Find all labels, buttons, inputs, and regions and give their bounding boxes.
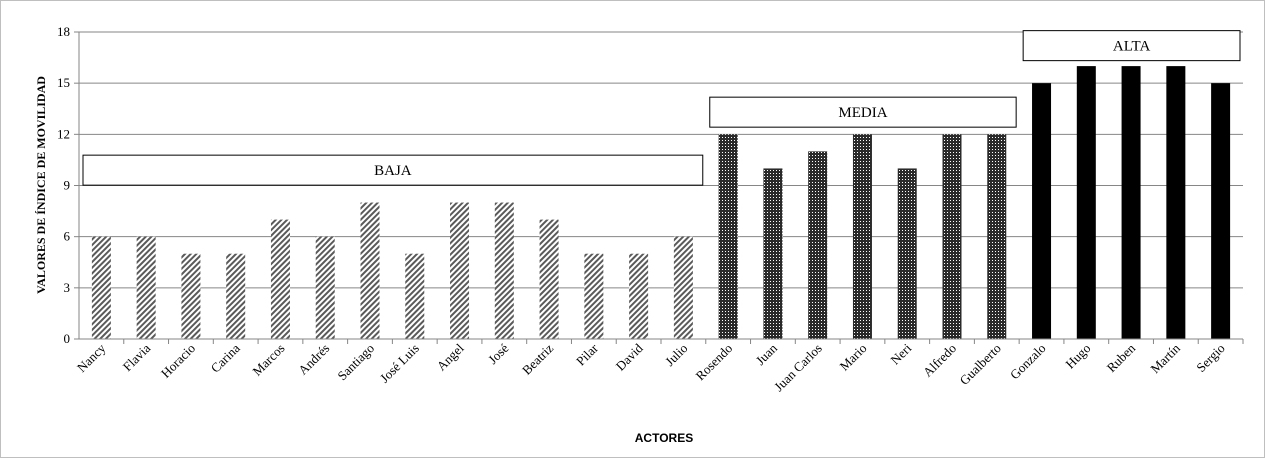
group-box: [709, 96, 1017, 128]
x-tick-label: Flavia: [120, 340, 154, 374]
x-tick-label: Carina: [208, 340, 243, 375]
x-tick-label: Mario: [837, 341, 870, 374]
bar: [852, 134, 872, 339]
bar: [942, 134, 962, 339]
bar: [1032, 83, 1052, 340]
x-tick-label: Andrés: [295, 341, 332, 378]
y-axis-label: VALORES DE ÍNDICE DE MOVILIDAD: [34, 76, 48, 294]
group-label: BAJA: [374, 163, 412, 179]
bar: [1076, 66, 1096, 339]
x-tick-label: Alfredo: [920, 341, 959, 380]
bars: [91, 66, 1231, 340]
bar: [808, 151, 828, 339]
bar: [629, 253, 649, 339]
bar: [360, 202, 380, 339]
bar: [136, 236, 156, 339]
x-tick-label: Hugo: [1062, 341, 1093, 372]
group-box: [1022, 30, 1241, 62]
y-tick-label: 12: [57, 126, 70, 141]
x-tick-label: Nancy: [74, 340, 109, 375]
bar: [450, 202, 470, 339]
x-tick-label: Gonzalo: [1007, 341, 1049, 383]
y-tick-label: 15: [57, 75, 70, 90]
x-tick-label: Martín: [1147, 340, 1183, 376]
x-tick-label: Gualberto: [957, 341, 1004, 388]
x-tick-label: Neri: [887, 340, 914, 367]
x-tick-label: Santiago: [334, 341, 377, 384]
group-label: ALTA: [1113, 39, 1151, 55]
x-tick-label: Rosendo: [692, 341, 735, 384]
y-tick-label: 9: [64, 178, 71, 193]
bar: [226, 253, 246, 339]
bar: [405, 253, 425, 339]
bar: [673, 236, 693, 339]
x-tick-label: Pilar: [573, 340, 601, 368]
x-tick-label: Juan: [753, 340, 781, 368]
x-tick-label: David: [613, 340, 646, 373]
bar: [539, 219, 559, 339]
bar: [718, 134, 738, 339]
y-tick-label: 18: [57, 24, 70, 39]
group-box: [82, 154, 704, 186]
x-tick-label: Marcos: [249, 341, 287, 379]
bar: [270, 219, 290, 339]
axes: 0 3 6 9 12 15 18 Nancy Flavia Horacio Carina Marcos…: [57, 24, 1244, 395]
x-tick-label: Horacio: [158, 341, 198, 381]
group-boxes: BAJA MEDIA ALTA: [82, 30, 1241, 186]
x-tick-label: Beatriz: [519, 340, 556, 377]
bar: [584, 253, 604, 339]
x-axis-label: ACTORES: [635, 431, 693, 445]
bar: [763, 168, 783, 339]
x-tick-label: José Luis: [377, 341, 422, 386]
x-tick-label: Juan Carlos: [771, 341, 825, 395]
bar: [1121, 66, 1141, 339]
x-tick-label: Ruben: [1104, 340, 1139, 375]
y-tick-label: 0: [64, 331, 71, 346]
bar: [1211, 83, 1231, 340]
x-tick-label: José: [485, 340, 512, 367]
x-tick-label: Sergio: [1193, 341, 1227, 375]
group-label: MEDIA: [838, 105, 887, 121]
bar: [181, 253, 201, 339]
x-tick-label: Angel: [434, 340, 467, 373]
y-tick-label: 3: [64, 280, 71, 295]
bar: [91, 236, 111, 339]
bar: [494, 202, 514, 339]
bar: [987, 134, 1007, 339]
bar: [897, 168, 917, 339]
bar: [1166, 66, 1186, 339]
y-tick-label: 6: [64, 229, 71, 244]
x-tick-label: Julio: [662, 341, 690, 369]
bar: [315, 236, 335, 339]
